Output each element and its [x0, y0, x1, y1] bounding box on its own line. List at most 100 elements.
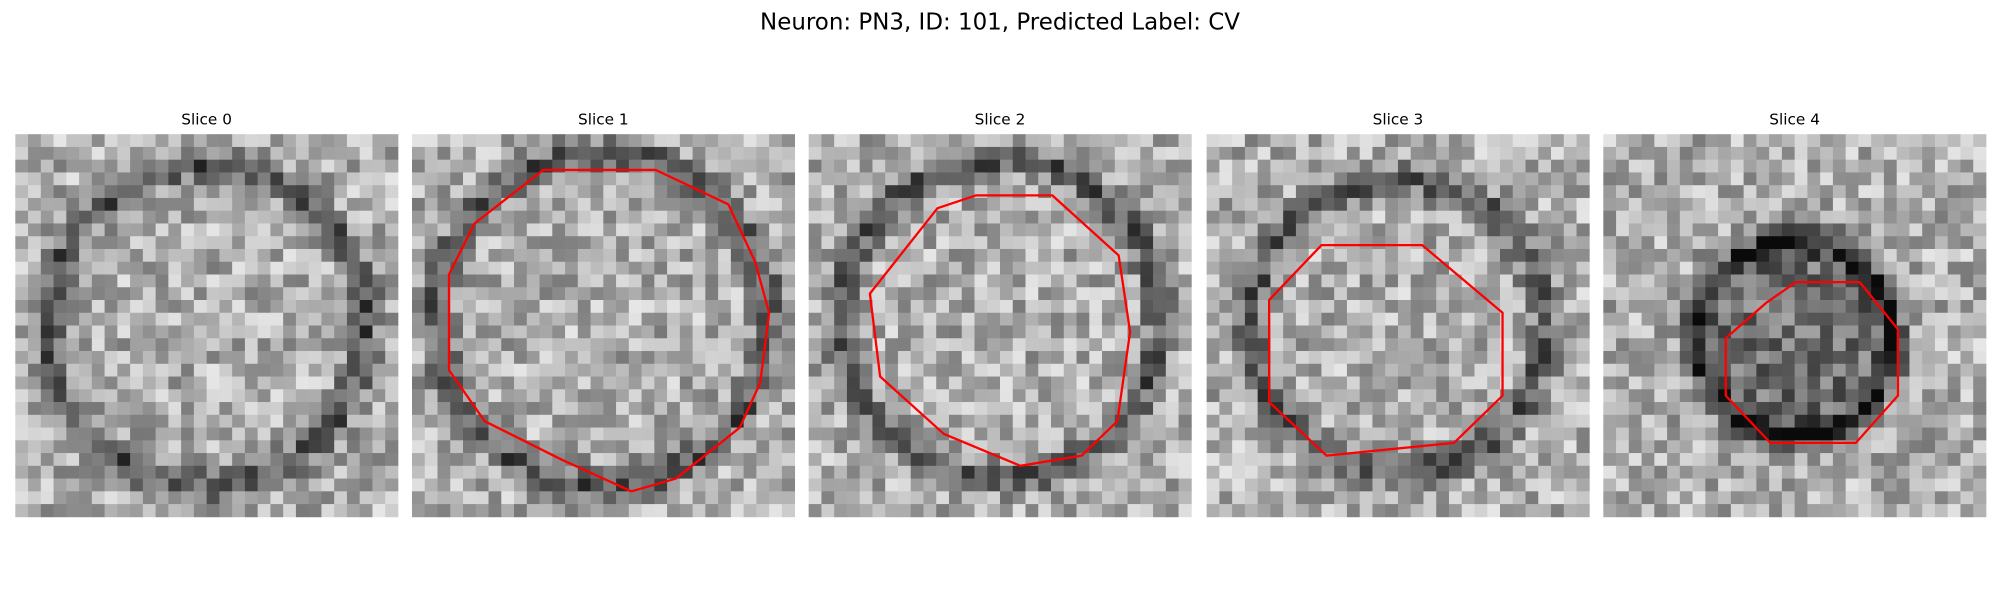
image-pixel [1730, 453, 1745, 467]
image-pixel [1461, 134, 1475, 148]
image-pixel [1423, 453, 1437, 467]
image-pixel [1448, 351, 1463, 365]
image-pixel [1487, 172, 1501, 186]
image-pixel [206, 134, 220, 148]
image-pixel [1820, 504, 1834, 518]
image-pixel [1140, 325, 1154, 339]
image-pixel [1858, 300, 1872, 314]
image-pixel [1140, 465, 1154, 479]
image-pixel [308, 146, 322, 161]
image-pixel [1487, 440, 1501, 454]
image-pixel [769, 134, 783, 148]
image-pixel [641, 185, 655, 199]
image-pixel [1089, 312, 1103, 326]
image-pixel [424, 376, 438, 390]
image-pixel [923, 274, 937, 288]
image-pixel [91, 465, 105, 479]
image-pixel [1820, 427, 1834, 441]
image-pixel [1909, 185, 1923, 199]
image-pixel [1102, 376, 1116, 390]
image-pixel [1973, 389, 1987, 403]
image-pixel [232, 274, 246, 288]
image-pixel [821, 248, 835, 263]
image-pixel [1089, 504, 1103, 518]
image-pixel [1960, 172, 1974, 186]
image-pixel [1781, 491, 1796, 505]
image-pixel [1487, 376, 1501, 390]
image-pixel [1410, 185, 1424, 199]
image-pixel [1576, 363, 1590, 377]
image-pixel [53, 440, 67, 454]
image-pixel [244, 236, 259, 250]
image-pixel [53, 465, 67, 479]
image-pixel [1270, 427, 1284, 441]
image-pixel [1397, 146, 1412, 161]
image-pixel [730, 287, 745, 301]
image-pixel [334, 172, 348, 186]
image-pixel [808, 453, 822, 467]
image-pixel [1270, 134, 1284, 148]
image-pixel [1794, 376, 1808, 390]
image-pixel [769, 248, 783, 263]
image-pixel [577, 197, 591, 212]
image-pixel [1165, 236, 1179, 250]
image-pixel [1153, 414, 1167, 428]
image-pixel [910, 453, 924, 467]
image-pixel [28, 287, 42, 301]
image-pixel [974, 236, 988, 250]
image-pixel [142, 236, 156, 250]
image-pixel [1474, 172, 1488, 186]
image-pixel [1012, 440, 1026, 454]
image-pixel [385, 376, 399, 390]
image-pixel [1973, 185, 1987, 199]
image-pixel [1563, 312, 1577, 326]
image-pixel [501, 134, 515, 148]
image-pixel [1346, 312, 1361, 326]
image-pixel [616, 146, 630, 161]
image-pixel [1628, 427, 1642, 441]
image-pixel [885, 402, 899, 416]
image-pixel [372, 478, 386, 492]
image-pixel [1461, 325, 1475, 339]
image-pixel [1178, 325, 1192, 339]
image-pixel [834, 172, 848, 186]
image-pixel [1538, 261, 1552, 275]
image-pixel [501, 414, 515, 428]
image-pixel [679, 402, 693, 416]
image-pixel [1474, 504, 1488, 518]
image-pixel [1448, 287, 1463, 301]
image-pixel [1692, 223, 1706, 237]
image-pixel [1525, 453, 1539, 467]
image-pixel [1807, 197, 1821, 212]
image-pixel [1153, 402, 1167, 416]
image-pixel [66, 159, 80, 173]
image-pixel [1076, 274, 1090, 288]
image-pixel [385, 338, 399, 352]
image-pixel [514, 414, 528, 428]
image-pixel [1896, 134, 1910, 148]
image-pixel [1909, 223, 1923, 237]
image-pixel [1500, 491, 1514, 505]
image-pixel [1947, 389, 1961, 403]
image-pixel [1756, 159, 1770, 173]
image-pixel [1165, 376, 1179, 390]
image-pixel [628, 134, 642, 148]
image-pixel [1076, 478, 1090, 492]
image-pixel [590, 389, 604, 403]
image-pixel [1397, 300, 1412, 314]
image-pixel [1461, 440, 1475, 454]
image-pixel [1692, 261, 1706, 275]
image-pixel [1140, 134, 1154, 148]
image-pixel [28, 261, 42, 275]
image-pixel [846, 440, 861, 454]
image-pixel [936, 376, 950, 390]
image-pixel [1000, 197, 1014, 212]
image-pixel [1359, 478, 1373, 492]
image-pixel [104, 325, 118, 339]
image-pixel [1667, 300, 1681, 314]
image-pixel [1883, 325, 1898, 339]
image-pixel [1089, 491, 1103, 505]
image-pixel [1960, 351, 1974, 365]
image-pixel [270, 312, 284, 326]
image-pixel [1165, 478, 1179, 492]
